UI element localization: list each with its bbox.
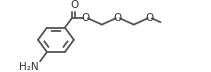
Text: H₂N: H₂N xyxy=(19,62,39,72)
Text: O: O xyxy=(70,0,78,10)
Text: O: O xyxy=(113,13,122,23)
Text: O: O xyxy=(81,13,89,23)
Text: O: O xyxy=(145,13,153,23)
